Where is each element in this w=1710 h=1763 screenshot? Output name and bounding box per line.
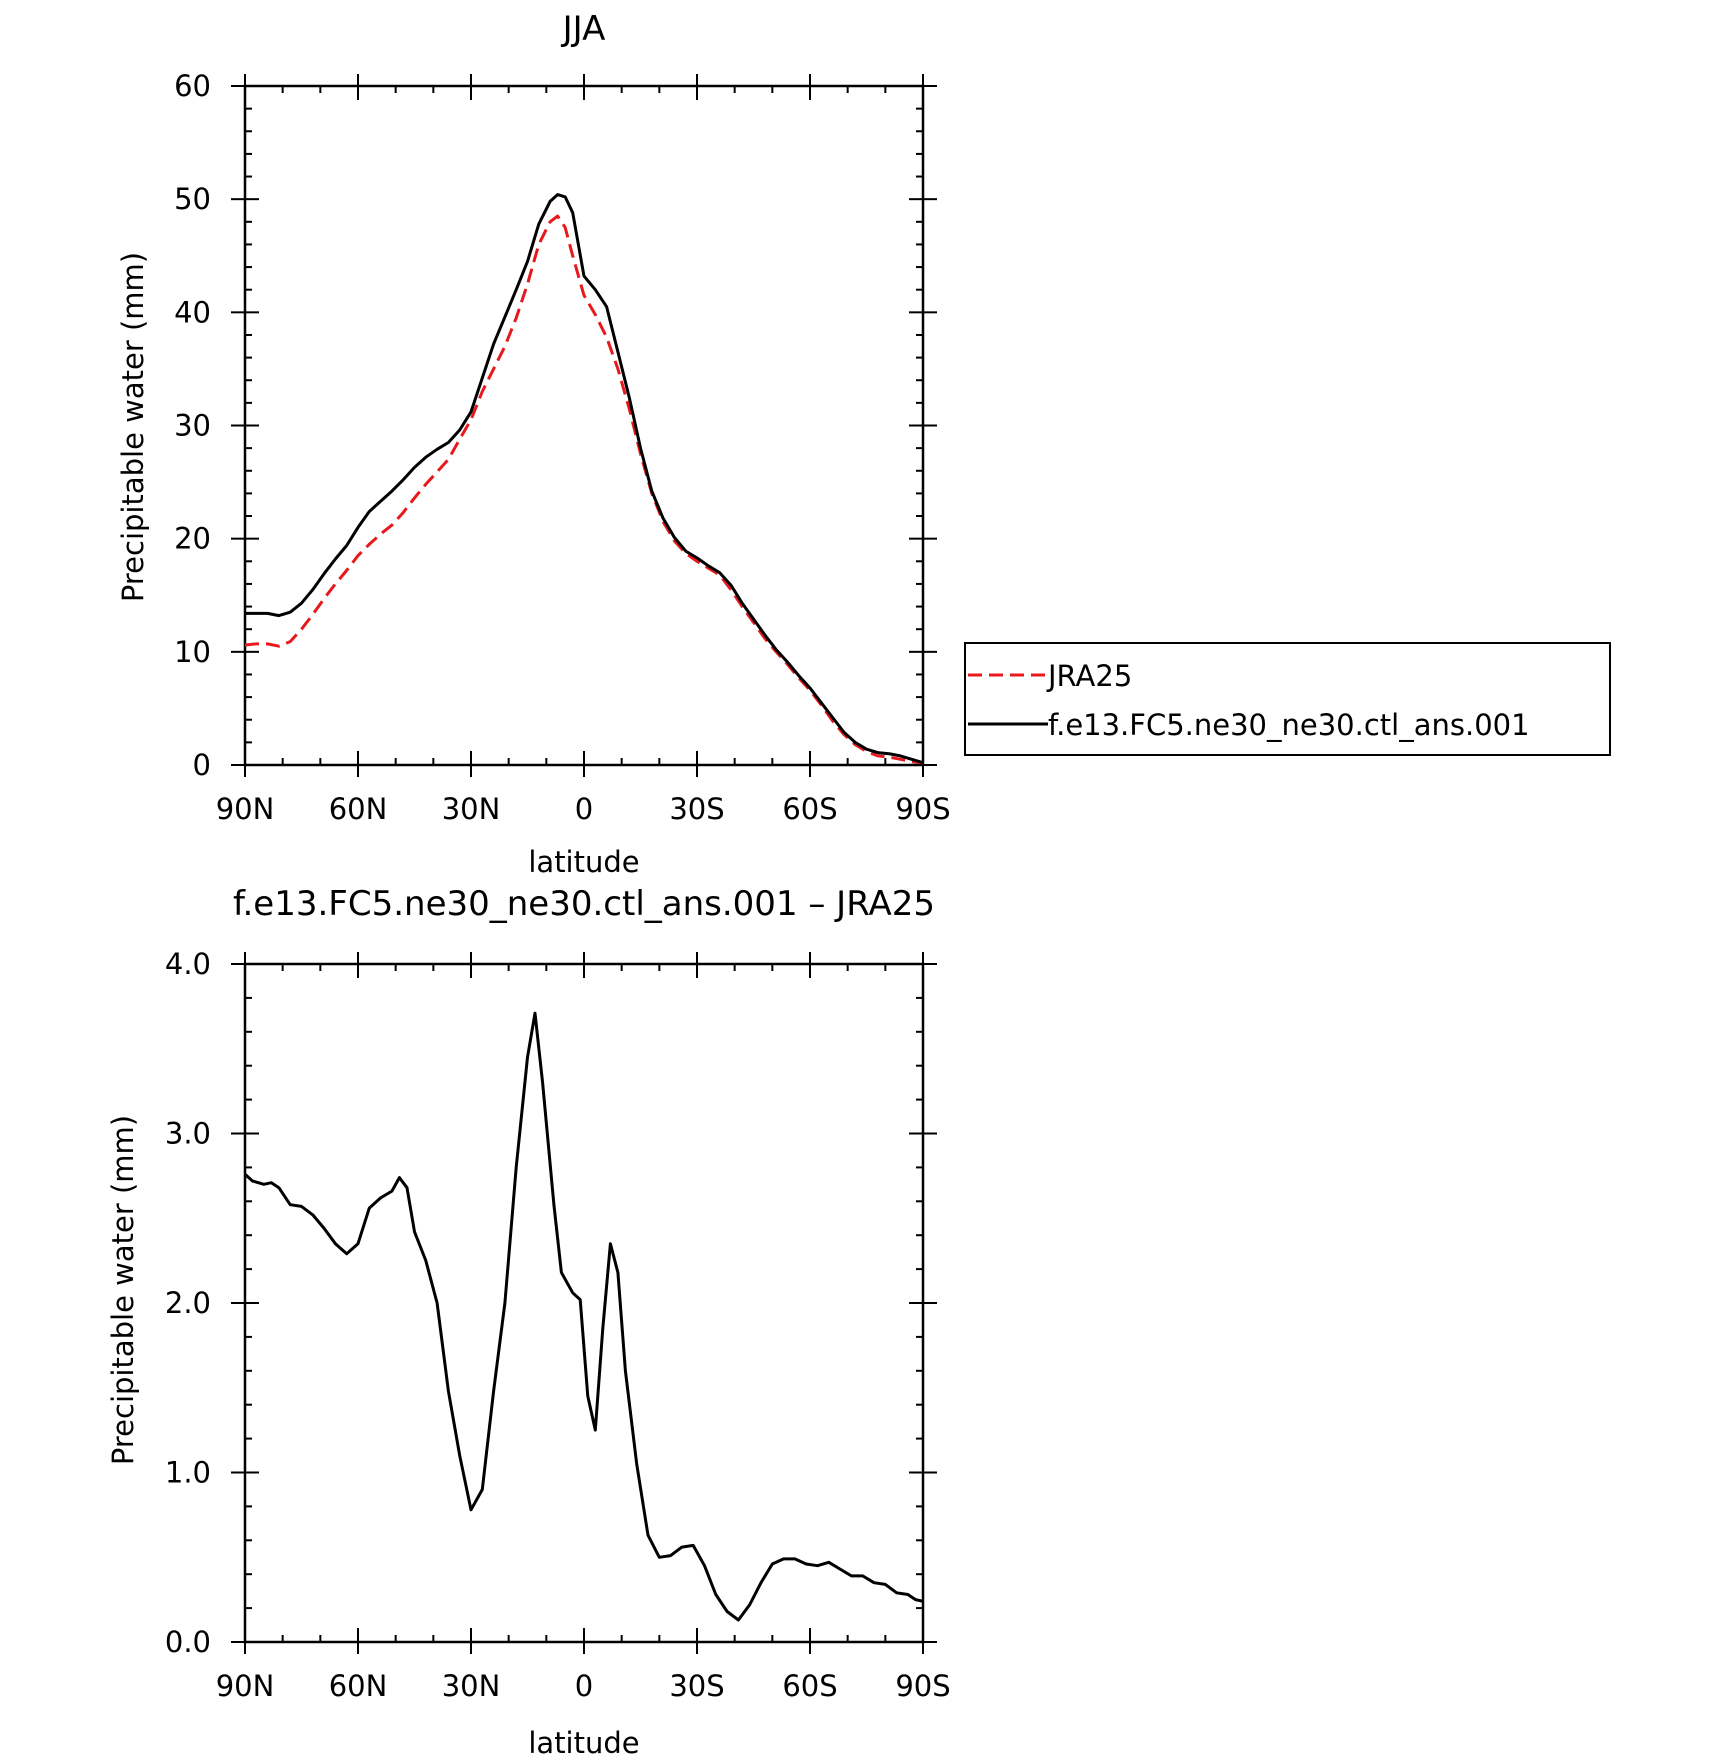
bottom-x-tick-label: 30S xyxy=(669,1669,724,1703)
top-x-tick-label: 90N xyxy=(216,792,275,826)
top-y-tick-label: 40 xyxy=(174,295,211,329)
bottom-y-axis-label: Precipitable water (mm) xyxy=(106,1115,140,1465)
bottom-y-tick-label: 2.0 xyxy=(165,1286,211,1320)
bottom-chart-title: f.e13.FC5.ne30_ne30.ctl_ans.001 – JRA25 xyxy=(233,884,935,924)
top-x-tick-label: 90S xyxy=(895,792,950,826)
bottom-plot-frame xyxy=(243,962,925,1644)
bottom-x-tick-label: 60N xyxy=(329,1669,388,1703)
legend-jra25-label: JRA25 xyxy=(1046,659,1132,693)
top-x-axis-label: latitude xyxy=(528,845,639,879)
top-y-tick-label: 0 xyxy=(193,748,211,782)
top-series-f-e13-fc5-ne30-ne30-ctl-ans-001-line xyxy=(245,193,923,765)
bottom-x-tick-label: 30N xyxy=(442,1669,501,1703)
top-y-tick-label: 10 xyxy=(174,635,211,669)
bottom-x-tick-label: 90S xyxy=(895,1669,950,1703)
top-chart-title: JJA xyxy=(561,9,606,49)
top-y-tick-label: 20 xyxy=(174,522,211,556)
legend-box xyxy=(964,642,1611,756)
bottom-x-tick-label: 0 xyxy=(575,1669,593,1703)
top-x-tick-label: 60N xyxy=(329,792,388,826)
top-y-tick-label: 60 xyxy=(174,69,211,103)
bottom-x-tick-label: 60S xyxy=(782,1669,837,1703)
top-x-tick-label: 30N xyxy=(442,792,501,826)
legend-model-label: f.e13.FC5.ne30_ne30.ctl_ans.001 xyxy=(1048,708,1530,742)
top-y-tick-label: 50 xyxy=(174,182,211,216)
top-series-jra25-line xyxy=(245,214,923,765)
bottom-y-tick-label: 4.0 xyxy=(165,947,211,981)
legend: JRA25 f.e13.FC5.ne30_ne30.ctl_ans.001 xyxy=(964,642,1611,756)
bottom-y-tick-label: 0.0 xyxy=(165,1625,211,1659)
top-x-tick-label: 0 xyxy=(575,792,593,826)
bottom-series-diff-0-line xyxy=(245,1011,923,1622)
top-x-tick-label: 30S xyxy=(669,792,724,826)
top-y-tick-label: 30 xyxy=(174,409,211,443)
top-x-tick-label: 60S xyxy=(782,792,837,826)
panel-bottom: f.e13.FC5.ne30_ne30.ctl_ans.001 – JRA25 … xyxy=(106,884,951,1760)
bottom-y-tick-label: 1.0 xyxy=(165,1456,211,1490)
top-plot-frame xyxy=(243,84,925,767)
bottom-x-tick-label: 90N xyxy=(216,1669,275,1703)
top-y-axis-label: Precipitable water (mm) xyxy=(116,252,150,602)
panel-top: JJA latitude Precipitable water (mm) 90N… xyxy=(116,9,951,879)
bottom-x-axis-label: latitude xyxy=(528,1726,639,1758)
bottom-y-tick-label: 3.0 xyxy=(165,1117,211,1151)
